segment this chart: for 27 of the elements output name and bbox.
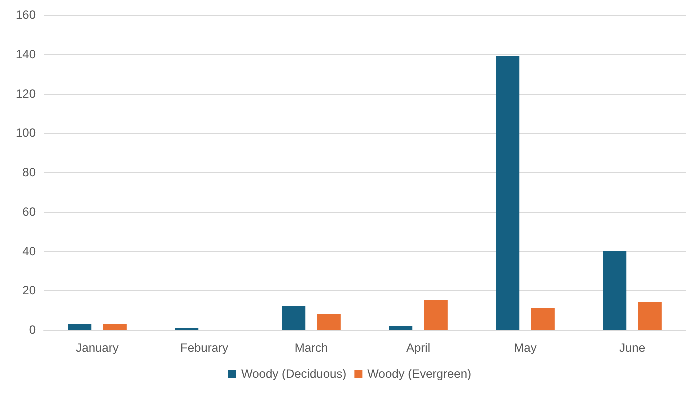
y-tick-label: 20 bbox=[22, 284, 36, 298]
y-tick-label: 60 bbox=[22, 204, 36, 219]
y-tick-label: 140 bbox=[16, 47, 36, 62]
y-tick-label: 0 bbox=[29, 323, 36, 337]
x-tick-label: April bbox=[406, 341, 431, 355]
y-tick-label: 100 bbox=[16, 126, 36, 140]
bar bbox=[282, 306, 306, 330]
bar bbox=[68, 324, 92, 330]
y-tick-label: 80 bbox=[22, 166, 36, 180]
legend-label: Woody (Evergreen) bbox=[368, 367, 472, 381]
bar bbox=[531, 308, 555, 330]
legend-label: Woody (Deciduous) bbox=[242, 367, 347, 381]
x-tick-label: June bbox=[619, 341, 646, 355]
bar bbox=[496, 56, 520, 330]
y-tick-label: 40 bbox=[22, 244, 36, 258]
x-tick-label: January bbox=[76, 341, 119, 355]
bar bbox=[603, 251, 627, 330]
bar bbox=[424, 300, 448, 330]
bar bbox=[103, 324, 127, 330]
y-tick-label: 120 bbox=[16, 86, 36, 101]
y-tick-label: 160 bbox=[16, 8, 36, 22]
bar bbox=[317, 314, 341, 330]
bar bbox=[389, 326, 413, 330]
bar bbox=[638, 302, 662, 330]
x-tick-label: March bbox=[294, 341, 328, 355]
x-tick-label: May bbox=[514, 341, 537, 355]
x-tick-label: Feburary bbox=[180, 341, 229, 355]
